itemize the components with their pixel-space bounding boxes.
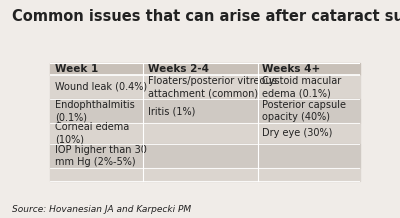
Text: Iritis (1%): Iritis (1%) bbox=[148, 106, 195, 116]
Bar bbox=[50, 63, 360, 75]
Text: Endophthalmitis
(0.1%): Endophthalmitis (0.1%) bbox=[55, 100, 134, 122]
Text: Floaters/posterior vitreous
attachment (common): Floaters/posterior vitreous attachment (… bbox=[148, 76, 276, 98]
Text: Weeks 2-4: Weeks 2-4 bbox=[148, 64, 209, 74]
Bar bbox=[50, 144, 360, 168]
Text: Posterior capsule
opacity (40%): Posterior capsule opacity (40%) bbox=[262, 100, 346, 122]
Bar bbox=[50, 123, 360, 144]
Text: Corneal edema
(10%): Corneal edema (10%) bbox=[55, 122, 129, 145]
Text: Common issues that can arise after cataract surgery: Common issues that can arise after catar… bbox=[12, 9, 400, 24]
Text: Cystoid macular
edema (0.1%): Cystoid macular edema (0.1%) bbox=[262, 76, 342, 98]
Text: Source: Hovanesian JA and Karpecki PM: Source: Hovanesian JA and Karpecki PM bbox=[12, 205, 191, 214]
Text: Wound leak (0.4%): Wound leak (0.4%) bbox=[55, 82, 147, 92]
Bar bbox=[50, 99, 360, 123]
Text: Weeks 4+: Weeks 4+ bbox=[262, 64, 321, 74]
Bar bbox=[50, 75, 360, 99]
Text: Dry eye (30%): Dry eye (30%) bbox=[262, 128, 333, 138]
Text: IOP higher than 30
mm Hg (2%-5%): IOP higher than 30 mm Hg (2%-5%) bbox=[55, 145, 146, 167]
Bar bbox=[50, 168, 360, 181]
Text: Week 1: Week 1 bbox=[55, 64, 98, 74]
